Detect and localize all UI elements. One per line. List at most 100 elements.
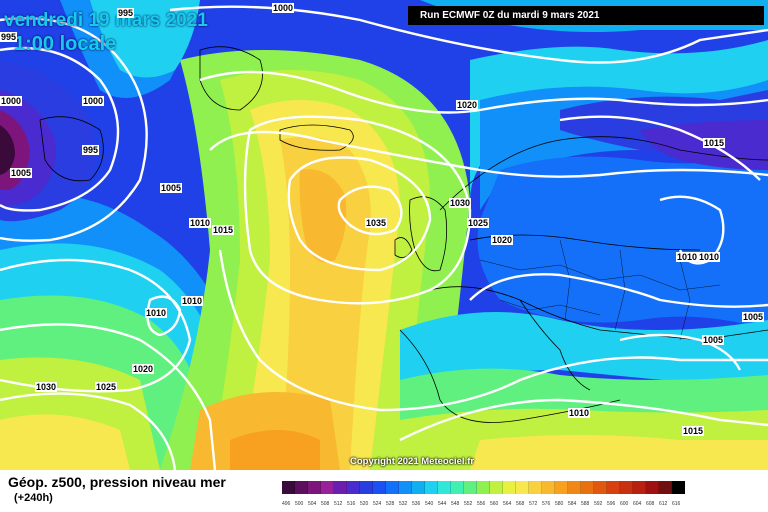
legend-tick-label: 568: [516, 501, 525, 507]
legend-tick-label: 524: [373, 501, 382, 507]
pressure-label: 1015: [212, 225, 235, 235]
legend-tick-label: 548: [451, 501, 460, 507]
legend-swatch: [477, 481, 490, 494]
legend-swatch: [581, 481, 594, 494]
east-blue: [477, 150, 768, 330]
legend-tick-label: 556: [477, 501, 486, 507]
legend-tick-label: 496: [282, 501, 291, 507]
pressure-label: 1025: [467, 218, 490, 228]
legend-tick-label: 612: [659, 501, 668, 507]
legend-tick-label: 536: [412, 501, 421, 507]
pressure-label: 1000: [272, 3, 295, 13]
legend-tick-label: 528: [386, 501, 395, 507]
legend-tick-label: 564: [503, 501, 512, 507]
legend-swatch: [386, 481, 399, 494]
legend-swatch: [451, 481, 464, 494]
legend-swatch: [282, 481, 295, 494]
pressure-label: 1010: [189, 218, 212, 228]
ridge-orange: [299, 169, 347, 263]
forecast-lead-time: (+240h): [14, 492, 53, 504]
legend-tick-label: 500: [295, 501, 304, 507]
legend-tick-label: 520: [360, 501, 369, 507]
legend-swatch: [438, 481, 451, 494]
pressure-label: 1030: [35, 382, 58, 392]
legend-swatch: [399, 481, 412, 494]
forecast-date-title: vendredi 19 mars 2021: [4, 10, 208, 31]
legend-swatch: [425, 481, 438, 494]
legend-swatch: [620, 481, 633, 494]
pressure-label: 995: [0, 32, 18, 42]
south-cyan: [400, 312, 768, 400]
legend-swatch: [555, 481, 568, 494]
pressure-label: 1015: [703, 138, 726, 148]
legend-swatch: [490, 481, 503, 494]
legend-tick-label: 532: [399, 501, 408, 507]
legend-tick-label: 580: [555, 501, 564, 507]
color-scale-legend: [282, 481, 685, 494]
map-footer: Géop. z500, pression niveau mer (+240h) …: [0, 470, 768, 512]
pressure-label: 1005: [10, 168, 33, 178]
low-nw-core: [0, 125, 15, 175]
legend-swatch: [542, 481, 555, 494]
band-yellow-west: [0, 414, 130, 470]
pressure-label: 1000: [0, 96, 23, 106]
pressure-label: 1005: [160, 183, 183, 193]
pressure-label: 1010: [145, 308, 168, 318]
legend-tick-label: 576: [542, 501, 551, 507]
legend-swatch: [295, 481, 308, 494]
legend-swatch: [464, 481, 477, 494]
pressure-label: 1035: [365, 218, 388, 228]
legend-swatch: [633, 481, 646, 494]
legend-swatch: [347, 481, 360, 494]
legend-swatch: [529, 481, 542, 494]
legend-swatch: [334, 481, 347, 494]
copyright-notice: Copyright 2021 Meteociel.fr: [350, 456, 475, 467]
legend-tick-label: 584: [568, 501, 577, 507]
pressure-label: 1005: [702, 335, 725, 345]
run-info-banner: Run ECMWF 0Z du mardi 9 mars 2021: [408, 6, 764, 25]
pressure-label: 1010: [676, 252, 699, 262]
legend-tick-label: 596: [607, 501, 616, 507]
legend-swatch: [516, 481, 529, 494]
pressure-label: 1010: [181, 296, 204, 306]
legend-swatch: [568, 481, 581, 494]
legend-swatch: [672, 481, 685, 494]
legend-swatch: [373, 481, 386, 494]
legend-tick-label: 540: [425, 501, 434, 507]
legend-tick-label: 544: [438, 501, 447, 507]
legend-tick-label: 600: [620, 501, 629, 507]
legend-tick-label: 588: [581, 501, 590, 507]
legend-tick-label: 552: [464, 501, 473, 507]
pressure-label: 1020: [456, 100, 479, 110]
pressure-label: 1010: [698, 252, 721, 262]
legend-tick-label: 592: [594, 501, 603, 507]
legend-swatch: [308, 481, 321, 494]
geopotential-map: [0, 0, 768, 470]
legend-tick-label: 560: [490, 501, 499, 507]
legend-tick-label: 504: [308, 501, 317, 507]
legend-tick-label: 512: [334, 501, 343, 507]
pressure-label: 1015: [682, 426, 705, 436]
east-cyan: [470, 40, 768, 200]
legend-tick-label: 508: [321, 501, 330, 507]
legend-swatch: [321, 481, 334, 494]
south-yellow: [470, 435, 768, 470]
pressure-label: 1010: [568, 408, 591, 418]
pressure-label: 995: [117, 8, 135, 18]
legend-tick-label: 604: [633, 501, 642, 507]
legend-tick-label: 616: [672, 501, 681, 507]
legend-tick-label: 608: [646, 501, 655, 507]
pressure-label: 1005: [742, 312, 765, 322]
pressure-label: 1020: [132, 364, 155, 374]
pressure-label: 1020: [491, 235, 514, 245]
legend-swatch: [659, 481, 672, 494]
legend-swatch: [360, 481, 373, 494]
pressure-label: 995: [82, 145, 100, 155]
legend-swatch: [503, 481, 516, 494]
legend-swatch: [607, 481, 620, 494]
legend-swatch: [412, 481, 425, 494]
pressure-label: 1000: [82, 96, 105, 106]
legend-swatch: [646, 481, 659, 494]
color-scale-ticks: 496 500 504 508 512 516 520 524 528 532 536 540 544 5…: [282, 501, 685, 509]
